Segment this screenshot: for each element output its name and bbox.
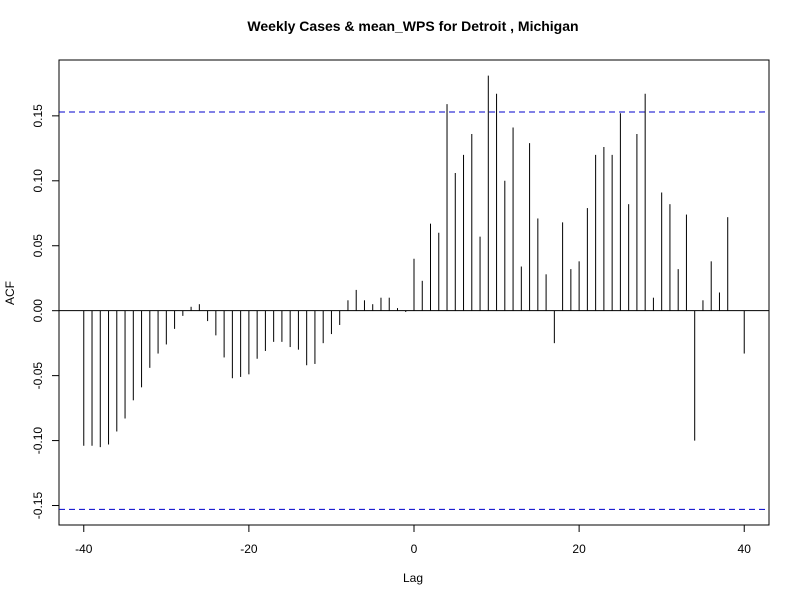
y-axis-label: ACF: [3, 281, 17, 305]
y-tick-label: 0.10: [31, 169, 45, 193]
x-tick-label: 20: [572, 542, 586, 556]
y-tick-label: -0.15: [31, 492, 45, 520]
chart-title: Weekly Cases & mean_WPS for Detroit , Mi…: [247, 18, 578, 34]
y-tick-label: 0.00: [31, 299, 45, 323]
x-tick-label: 0: [411, 542, 418, 556]
x-tick-label: -40: [75, 542, 93, 556]
acf-bars: [83, 75, 745, 448]
x-tick-label: -20: [240, 542, 258, 556]
x-axis-label: Lag: [403, 571, 423, 585]
y-tick-label: 0.05: [31, 234, 45, 258]
confidence-bands: [59, 111, 769, 510]
x-tick-label: 40: [738, 542, 752, 556]
y-tick-label: -0.10: [31, 427, 45, 455]
x-axis: -40 -20 0 20 40: [75, 524, 752, 556]
y-tick-label: 0.15: [31, 104, 45, 128]
y-axis: -0.15 -0.10 -0.05 0.00 0.05 0.10 0.15: [31, 104, 60, 520]
y-tick-label: -0.05: [31, 362, 45, 390]
